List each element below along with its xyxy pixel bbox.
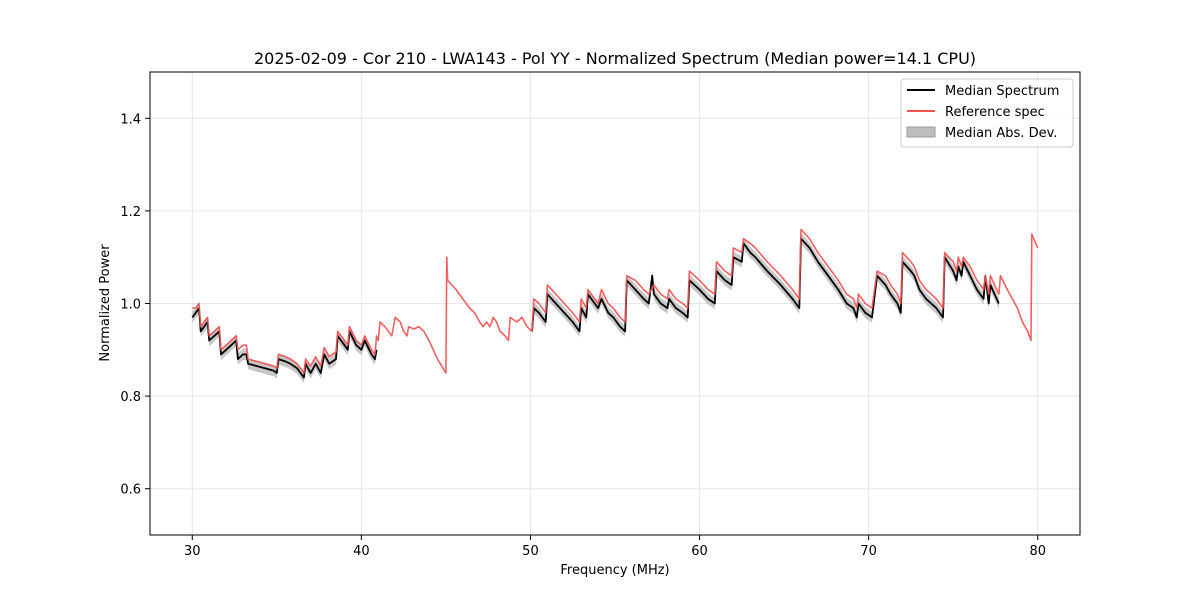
x-axis-ticks: 30 40 50 60 70 80 <box>184 535 1046 559</box>
chart-title: 2025-02-09 - Cor 210 - LWA143 - Pol YY -… <box>254 49 976 68</box>
legend-box <box>900 78 1074 148</box>
y-axis-label: Normalized Power <box>98 244 113 362</box>
grid-lines <box>150 72 1080 535</box>
legend-mad-swatch <box>906 126 936 138</box>
mad-band <box>532 233 999 337</box>
y-tick-label: 0.6 <box>120 483 141 498</box>
reference-spectrum-line <box>192 228 1039 374</box>
y-axis-ticks: 0.6 0.8 1.0 1.2 1.4 <box>120 112 150 498</box>
median-spectrum-line <box>531 237 1000 333</box>
x-tick-label: 70 <box>860 544 877 559</box>
x-tick-label: 30 <box>184 544 201 559</box>
legend-reference-label: Reference spec <box>945 105 1045 120</box>
plot-area <box>149 71 1081 536</box>
x-tick-label: 80 <box>1029 544 1046 559</box>
y-tick-label: 0.8 <box>120 390 141 405</box>
x-tick-label: 60 <box>691 544 708 559</box>
y-tick-label: 1.2 <box>120 205 141 220</box>
x-tick-label: 40 <box>353 544 370 559</box>
legend-mad-label: Median Abs. Dev. <box>945 126 1057 141</box>
series-lines-group <box>191 228 1039 379</box>
x-axis-label: Frequency (MHz) <box>560 563 669 578</box>
y-tick-label: 1.4 <box>120 112 141 127</box>
x-tick-label: 50 <box>522 544 539 559</box>
y-tick-label: 1.0 <box>120 298 141 313</box>
legend: Median Spectrum Reference spec Median Ab… <box>900 78 1074 148</box>
legend-median-label: Median Spectrum <box>945 84 1059 99</box>
